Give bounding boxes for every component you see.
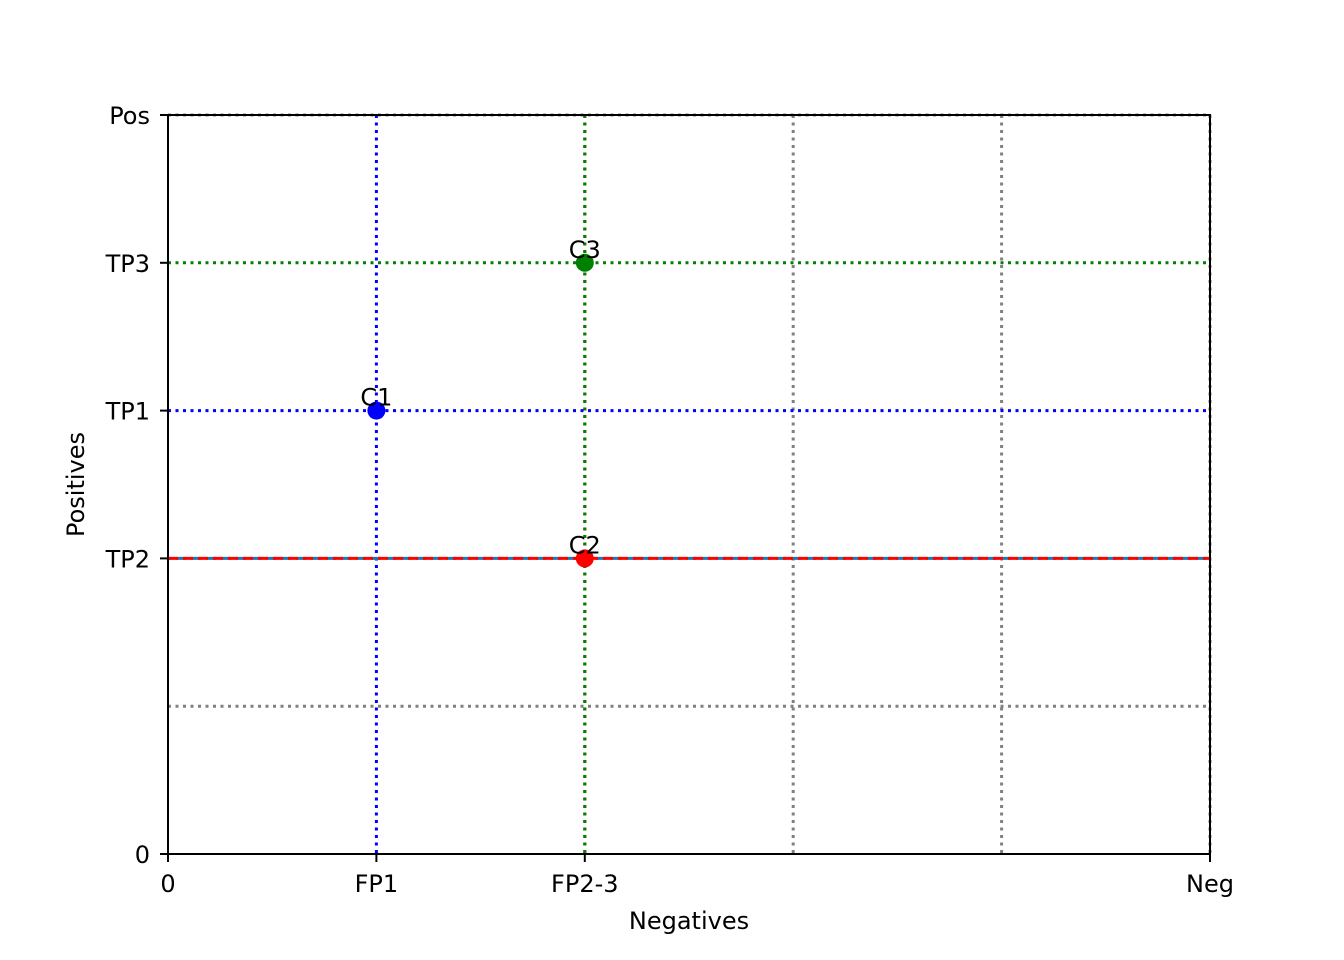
data-points: C1 C2 C3 — [360, 236, 601, 568]
point-c2 — [575, 549, 594, 568]
y-axis-title: Positives — [62, 432, 90, 537]
x-tick-label: FP1 — [355, 870, 399, 898]
y-tick-label: 0 — [135, 841, 150, 869]
x-axis-title: Negatives — [629, 907, 749, 935]
plot-frame — [167, 114, 1211, 855]
point-label-c3: C3 — [569, 236, 601, 264]
point-label-c1: C1 — [360, 384, 392, 412]
point-label-c2: C2 — [569, 531, 601, 559]
point-c1 — [367, 401, 386, 420]
y-tick-label: TP2 — [105, 545, 150, 573]
y-tick-label: TP1 — [105, 398, 150, 426]
grid-lines — [168, 113, 1212, 854]
x-tick-label: 0 — [160, 870, 175, 898]
x-tick-label: Neg — [1186, 870, 1234, 898]
axis-ticks: 0 FP1 FP2-3 Neg 0 TP2 TP1 TP3 Pos — [105, 102, 1234, 898]
x-tick-label: FP2-3 — [551, 870, 618, 898]
y-tick-label: Pos — [109, 102, 150, 130]
series-guide-lines — [168, 115, 1210, 854]
point-c3 — [575, 253, 594, 272]
y-tick-label: TP3 — [105, 250, 150, 278]
